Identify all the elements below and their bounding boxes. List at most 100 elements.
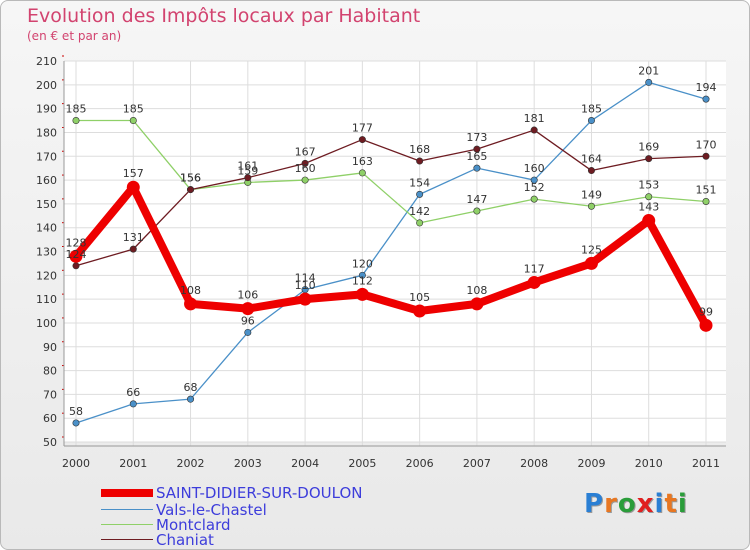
data-label: 160 xyxy=(524,162,545,175)
data-point xyxy=(184,297,197,310)
data-label: 157 xyxy=(123,167,144,180)
data-point xyxy=(703,153,709,159)
data-point xyxy=(416,220,422,226)
data-label: 128 xyxy=(66,236,87,249)
y-tick-label: 190 xyxy=(36,103,57,116)
data-label: 152 xyxy=(524,181,545,194)
data-label: 185 xyxy=(123,103,144,116)
legend-label-saint-didier: SAINT-DIDIER-SUR-DOULON xyxy=(156,484,362,502)
x-tick-label: 2004 xyxy=(291,457,319,470)
x-tick-label: 2000 xyxy=(62,457,90,470)
data-label: 173 xyxy=(466,131,487,144)
y-tick-label: 80 xyxy=(43,365,57,378)
logo-letter: x xyxy=(637,489,655,519)
y-tick-label: 90 xyxy=(43,341,57,354)
y-tick-label: 210 xyxy=(36,55,57,68)
data-point xyxy=(646,155,652,161)
data-point xyxy=(528,276,541,289)
data-point xyxy=(245,329,251,335)
x-tick-label: 2003 xyxy=(234,457,262,470)
data-label: 167 xyxy=(295,145,316,158)
data-point xyxy=(531,127,537,133)
data-label: 151 xyxy=(696,183,717,196)
y-tick-label: 170 xyxy=(36,150,57,163)
data-label: 149 xyxy=(581,188,602,201)
y-tick-label: 70 xyxy=(43,388,57,401)
data-label: 177 xyxy=(352,122,373,135)
y-tick-label: 50 xyxy=(43,436,57,449)
data-point xyxy=(416,191,422,197)
chart-frame: Evolution des Impôts locaux par Habitant… xyxy=(0,0,750,550)
data-point xyxy=(130,401,136,407)
data-label: 108 xyxy=(180,284,201,297)
data-label: 117 xyxy=(524,262,545,275)
x-tick-label: 2005 xyxy=(348,457,376,470)
data-label: 110 xyxy=(295,279,316,292)
legend-swatch-chaniat xyxy=(101,539,153,540)
data-label: 96 xyxy=(241,314,255,327)
data-point xyxy=(474,165,480,171)
data-label: 201 xyxy=(638,64,659,77)
y-tick-label: 60 xyxy=(43,412,57,425)
data-point xyxy=(585,257,598,270)
proxiti-logo: Proxiti xyxy=(584,489,688,519)
data-point xyxy=(73,420,79,426)
legend-swatch-vals-le-chastel xyxy=(101,509,153,510)
legend-swatch-montclard xyxy=(101,524,153,525)
data-point xyxy=(588,167,594,173)
data-point xyxy=(356,288,369,301)
data-point xyxy=(416,158,422,164)
y-tick-label: 200 xyxy=(36,79,57,92)
data-label: 156 xyxy=(180,172,201,185)
data-point xyxy=(413,305,426,318)
y-tick-label: 110 xyxy=(36,293,57,306)
x-tick-label: 2007 xyxy=(463,457,491,470)
data-point xyxy=(130,117,136,123)
data-point xyxy=(588,117,594,123)
data-label: 164 xyxy=(581,153,602,166)
logo-letter: i xyxy=(678,489,688,519)
data-label: 160 xyxy=(295,162,316,175)
data-point xyxy=(703,198,709,204)
data-label: 165 xyxy=(466,150,487,163)
data-label: 99 xyxy=(699,305,713,318)
logo-letter: i xyxy=(655,489,665,519)
data-label: 142 xyxy=(409,205,430,218)
y-tick-label: 140 xyxy=(36,222,57,235)
data-point xyxy=(474,208,480,214)
data-label: 194 xyxy=(696,81,717,94)
data-label: 112 xyxy=(352,274,373,287)
data-point xyxy=(127,181,140,194)
data-point xyxy=(359,170,365,176)
data-point xyxy=(470,297,483,310)
data-label: 153 xyxy=(638,179,659,192)
data-point xyxy=(646,79,652,85)
data-point xyxy=(187,186,193,192)
data-point xyxy=(531,196,537,202)
data-label: 169 xyxy=(638,141,659,154)
logo-letter: t xyxy=(664,489,677,519)
data-point xyxy=(73,263,79,269)
data-label: 131 xyxy=(123,231,144,244)
y-tick-label: 130 xyxy=(36,246,57,259)
x-tick-label: 2002 xyxy=(177,457,205,470)
data-label: 120 xyxy=(352,257,373,270)
data-label: 125 xyxy=(581,243,602,256)
data-label: 66 xyxy=(126,386,140,399)
data-label: 124 xyxy=(66,248,87,261)
y-tick-label: 150 xyxy=(36,198,57,211)
data-label: 185 xyxy=(66,103,87,116)
y-tick-label: 100 xyxy=(36,317,57,330)
logo-letter: P xyxy=(584,489,604,519)
data-point xyxy=(299,293,312,306)
data-label: 147 xyxy=(466,193,487,206)
logo-letter: o xyxy=(618,489,637,519)
data-point xyxy=(73,117,79,123)
data-point xyxy=(642,214,655,227)
x-tick-label: 2010 xyxy=(635,457,663,470)
data-label: 108 xyxy=(466,284,487,297)
legend-label-chaniat: Chaniat xyxy=(156,531,214,549)
data-label: 185 xyxy=(581,103,602,116)
x-tick-label: 2011 xyxy=(692,457,720,470)
data-label: 168 xyxy=(409,143,430,156)
